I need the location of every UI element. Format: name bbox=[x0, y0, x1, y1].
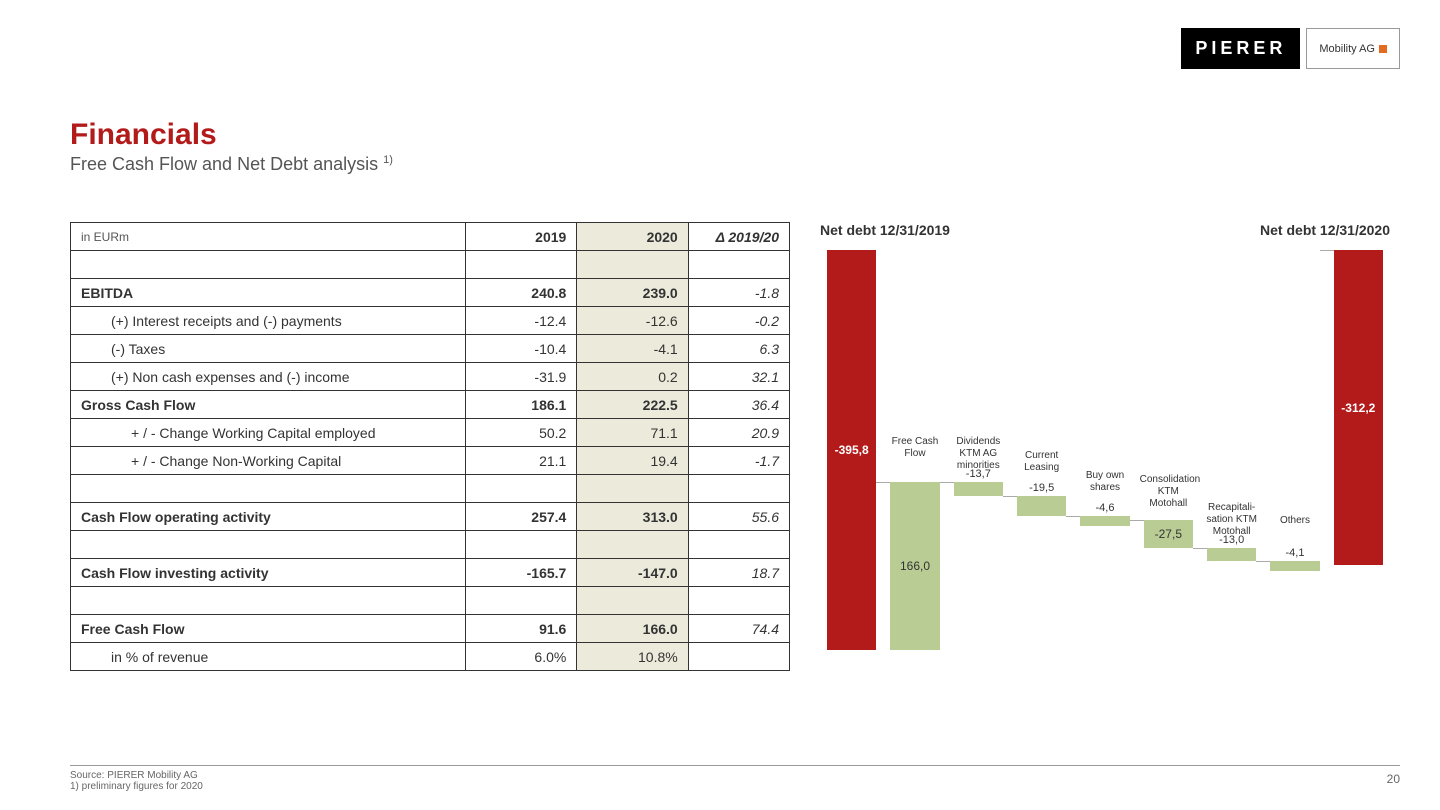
row-label: Cash Flow investing activity bbox=[71, 559, 466, 587]
row-y1: -31.9 bbox=[465, 363, 576, 391]
subtitle-text: Free Cash Flow and Net Debt analysis bbox=[70, 154, 378, 174]
footer: Source: PIERER Mobility AG 1) preliminar… bbox=[70, 765, 1400, 792]
row-y1: 186.1 bbox=[465, 391, 576, 419]
waterfall-bar bbox=[1017, 496, 1066, 516]
row-delta bbox=[688, 643, 789, 671]
logo-pierer: PIERER bbox=[1181, 28, 1300, 69]
footer-source: Source: PIERER Mobility AG bbox=[70, 770, 1400, 781]
row-y1: -165.7 bbox=[465, 559, 576, 587]
row-y1: 240.8 bbox=[465, 279, 576, 307]
waterfall-chart: Net debt 12/31/2019 Net debt 12/31/2020 … bbox=[820, 222, 1390, 662]
logo-mobility-square-icon bbox=[1379, 45, 1387, 53]
waterfall-bar-label: Current Leasing bbox=[1013, 450, 1070, 474]
waterfall-bar-label: Others bbox=[1266, 515, 1323, 527]
logo-mobility: Mobility AG bbox=[1306, 28, 1400, 69]
waterfall-bar bbox=[954, 482, 1003, 496]
footer-note: 1) preliminary figures for 2020 bbox=[70, 781, 1400, 792]
row-y2: 71.1 bbox=[577, 419, 688, 447]
row-y2: -147.0 bbox=[577, 559, 688, 587]
waterfall-bar-label: Free Cash Flow bbox=[886, 436, 943, 460]
row-label: (+) Non cash expenses and (-) income bbox=[71, 363, 466, 391]
row-y2: -4.1 bbox=[577, 335, 688, 363]
row-label: in % of revenue bbox=[71, 643, 466, 671]
row-label: + / - Change Non-Working Capital bbox=[71, 447, 466, 475]
waterfall-value: -4,1 bbox=[1270, 547, 1319, 559]
row-y1: 91.6 bbox=[465, 615, 576, 643]
logo-area: PIERER Mobility AG bbox=[1181, 28, 1400, 69]
row-y1: 6.0% bbox=[465, 643, 576, 671]
row-label: Gross Cash Flow bbox=[71, 391, 466, 419]
subtitle-sup: 1) bbox=[383, 154, 393, 166]
page-title: Financials bbox=[70, 118, 393, 152]
row-delta: 6.3 bbox=[688, 335, 789, 363]
row-y2: 0.2 bbox=[577, 363, 688, 391]
waterfall-bar-label: Consolidation KTM Motohall bbox=[1140, 474, 1197, 510]
page-number: 20 bbox=[1387, 772, 1400, 786]
row-delta: 32.1 bbox=[688, 363, 789, 391]
row-delta: 74.4 bbox=[688, 615, 789, 643]
th-2019: 2019 bbox=[465, 223, 576, 251]
row-y2: 239.0 bbox=[577, 279, 688, 307]
row-y1: -10.4 bbox=[465, 335, 576, 363]
row-label: + / - Change Working Capital employed bbox=[71, 419, 466, 447]
row-label: EBITDA bbox=[71, 279, 466, 307]
waterfall-value: -4,6 bbox=[1080, 502, 1129, 514]
th-unit: in EURm bbox=[71, 223, 466, 251]
row-y1: 21.1 bbox=[465, 447, 576, 475]
row-delta: 20.9 bbox=[688, 419, 789, 447]
waterfall-bar: 166,0 bbox=[890, 482, 939, 650]
waterfall-bar bbox=[1207, 548, 1256, 561]
row-label: Cash Flow operating activity bbox=[71, 503, 466, 531]
waterfall-bar: -395,8 bbox=[827, 250, 876, 650]
chart-left-label: Net debt 12/31/2019 bbox=[820, 222, 950, 238]
page-subtitle: Free Cash Flow and Net Debt analysis 1) bbox=[70, 154, 393, 175]
row-delta: 36.4 bbox=[688, 391, 789, 419]
waterfall-value: -19,5 bbox=[1017, 482, 1066, 494]
row-delta: 18.7 bbox=[688, 559, 789, 587]
chart-area: -395,8166,0Free Cash Flow-13,7Dividends … bbox=[820, 250, 1390, 650]
waterfall-bar: -312,2 bbox=[1334, 250, 1383, 565]
waterfall-bar bbox=[1270, 561, 1319, 571]
row-y2: 313.0 bbox=[577, 503, 688, 531]
row-label: Free Cash Flow bbox=[71, 615, 466, 643]
waterfall-bar-label: Buy own shares bbox=[1076, 470, 1133, 494]
th-delta: Δ 2019/20 bbox=[688, 223, 789, 251]
row-label: (+) Interest receipts and (-) payments bbox=[71, 307, 466, 335]
waterfall-bar-label: Recapitali-sation KTM Motohall bbox=[1203, 502, 1260, 538]
waterfall-bar: -27,5 bbox=[1144, 520, 1193, 548]
financials-table: in EURm20192020Δ 2019/20 EBITDA240.8239.… bbox=[70, 222, 790, 671]
row-y2: 19.4 bbox=[577, 447, 688, 475]
chart-right-label: Net debt 12/31/2020 bbox=[1260, 222, 1390, 238]
row-y2: 222.5 bbox=[577, 391, 688, 419]
row-delta: -0.2 bbox=[688, 307, 789, 335]
title-block: Financials Free Cash Flow and Net Debt a… bbox=[70, 118, 393, 175]
th-2020: 2020 bbox=[577, 223, 688, 251]
row-y2: 166.0 bbox=[577, 615, 688, 643]
waterfall-bar bbox=[1080, 516, 1129, 526]
row-y2: -12.6 bbox=[577, 307, 688, 335]
row-delta: -1.8 bbox=[688, 279, 789, 307]
waterfall-bar-label: Dividends KTM AG minorities bbox=[950, 436, 1007, 472]
row-label: (-) Taxes bbox=[71, 335, 466, 363]
row-delta: 55.6 bbox=[688, 503, 789, 531]
row-y2: 10.8% bbox=[577, 643, 688, 671]
row-y1: -12.4 bbox=[465, 307, 576, 335]
row-delta: -1.7 bbox=[688, 447, 789, 475]
row-y1: 50.2 bbox=[465, 419, 576, 447]
logo-mobility-text: Mobility AG bbox=[1319, 43, 1375, 55]
row-y1: 257.4 bbox=[465, 503, 576, 531]
